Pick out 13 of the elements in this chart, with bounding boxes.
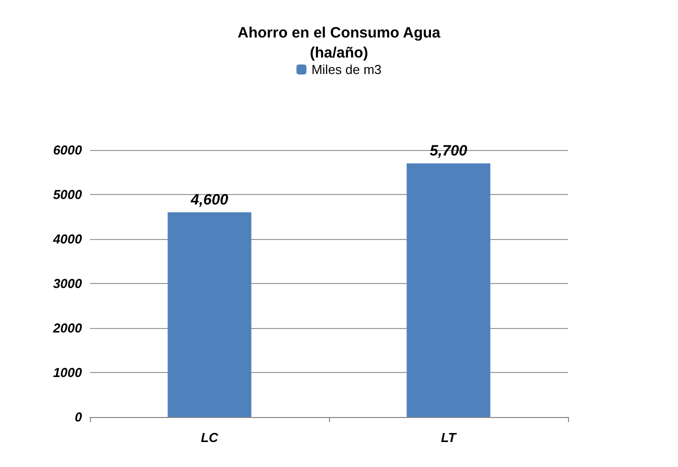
y-tick-label: 4000	[52, 232, 83, 246]
data-label: 4,600	[190, 191, 229, 208]
chart-title: Ahorro en el Consumo Agua (ha/año)	[238, 24, 442, 62]
y-tick-label: 0	[74, 410, 83, 424]
legend-label: Miles de m3	[311, 62, 382, 77]
x-tick-label: LC	[200, 430, 219, 445]
y-tick-label: 5000	[53, 187, 83, 202]
y-tick-label: 3000	[53, 276, 83, 291]
y-tick-label: 2000	[52, 320, 83, 336]
y-tick-label: 6000	[53, 142, 83, 158]
data-label: 5,700	[430, 142, 468, 160]
x-tick-label: LT	[441, 430, 458, 445]
y-tick-label: 1000	[53, 365, 83, 380]
